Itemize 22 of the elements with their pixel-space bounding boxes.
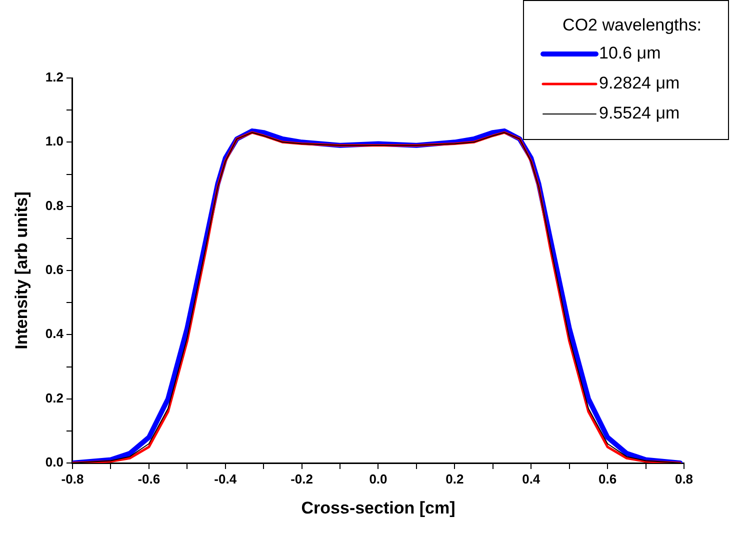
y-tick-label: 1.0 (45, 134, 64, 149)
y-tick-label: 1.2 (45, 70, 64, 85)
x-tick-label: -0.6 (138, 471, 160, 486)
x-tick-label: -0.8 (61, 471, 84, 486)
x-tick-label: 0.2 (446, 471, 464, 486)
x-tick-label: -0.2 (290, 471, 313, 486)
y-tick-label: 0.0 (45, 454, 64, 470)
y-axis-title: Intensity [arb units] (12, 192, 31, 350)
x-tick-label: 0.0 (369, 471, 388, 486)
x-tick-label: -0.4 (214, 471, 238, 486)
y-tick-label: 0.8 (45, 198, 64, 213)
y-tick-label: 0.4 (45, 326, 64, 342)
x-axis-title: Cross-section [cm] (301, 498, 456, 518)
x-tick-label: 0.8 (674, 471, 694, 486)
y-tick-label: 0.2 (45, 390, 64, 406)
legend-title: CO2 wavelengths: (562, 16, 702, 35)
x-tick-label: 0.6 (598, 471, 617, 486)
legend-label: 10.6 μm (599, 44, 661, 63)
x-tick-label: 0.4 (522, 471, 541, 486)
y-tick-label: 0.6 (45, 262, 64, 278)
legend-label: 9.2824 μm (599, 74, 680, 93)
legend-label: 9.5524 μm (599, 104, 680, 123)
